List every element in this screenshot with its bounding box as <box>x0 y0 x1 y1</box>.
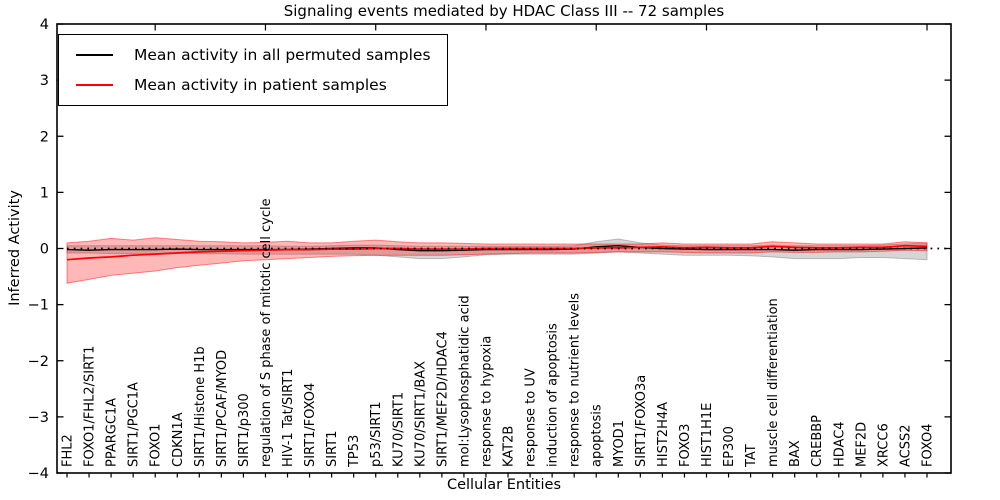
x-tick-label: FHL2 <box>61 434 76 467</box>
y-tick-label: 1 <box>40 185 49 201</box>
x-tick-label: apoptosis <box>590 404 605 467</box>
x-tick-label: CREBBP <box>810 415 825 467</box>
y-tick-label: −4 <box>28 466 49 482</box>
x-tick-label: CDKN1A <box>171 412 186 467</box>
legend-label-permuted: Mean activity in all permuted samples <box>134 46 431 64</box>
x-tick-label: FOXO1 <box>149 424 164 467</box>
x-tick-label: SIRT1/FOXO3a <box>634 375 649 467</box>
y-tick-label: −3 <box>28 410 49 426</box>
y-tick-label: −2 <box>28 354 49 370</box>
x-tick-label: HDAC4 <box>832 421 847 467</box>
x-tick-label: response to UV <box>524 368 539 467</box>
y-tick-label: −1 <box>28 298 49 314</box>
x-tick-label: FOXO4 <box>921 424 936 467</box>
x-tick-label: HIST2H4A <box>656 402 671 467</box>
legend-line-patient-icon <box>76 84 113 86</box>
x-tick-label: SIRT1/PGC1A <box>127 382 142 467</box>
x-tick-label: XRCC6 <box>876 423 891 467</box>
y-tick-label: 0 <box>40 242 49 258</box>
legend: Mean activity in all permuted samples Me… <box>58 34 448 106</box>
x-tick-label: MYOD1 <box>612 420 627 467</box>
x-tick-label: SIRT1/PCAF/MYOD <box>215 350 230 467</box>
x-tick-label: regulation of S phase of mitotic cell cy… <box>259 198 274 467</box>
x-tick-label: PPARGC1A <box>105 398 120 467</box>
x-tick-label: response to nutrient levels <box>568 293 583 467</box>
x-tick-label: SIRT1 <box>325 431 340 467</box>
series-permuted-line <box>66 244 928 252</box>
x-tick-label: SIRT1/FOXO4 <box>303 383 318 467</box>
legend-label-patient: Mean activity in patient samples <box>134 76 387 94</box>
x-tick-label: p53/SIRT1 <box>369 401 384 467</box>
x-tick-label: FOXO1/FHL2/SIRT1 <box>83 346 98 467</box>
x-tick-label: EP300 <box>722 426 737 467</box>
y-axis-title: Inferred Activity <box>7 190 23 306</box>
legend-row-patient: Mean activity in patient samples <box>59 70 431 100</box>
x-tick-label: BAX <box>788 440 803 467</box>
legend-row-permuted: Mean activity in all permuted samples <box>59 40 431 70</box>
x-tick-label: HIV-1 Tat/SIRT1 <box>281 369 296 467</box>
x-axis-title: Cellular Entities <box>446 477 562 493</box>
y-tick-label: 4 <box>40 17 49 33</box>
chart-title: Signaling events mediated by HDAC Class … <box>283 2 725 20</box>
x-tick-label: muscle cell differentiation <box>766 298 781 467</box>
x-tick-label: KAT2B <box>502 426 517 467</box>
x-tick-label: FOXO3 <box>678 424 693 467</box>
x-tick-label: SIRT1/Histone H1b <box>193 346 208 467</box>
x-tick-label: mol:Lysophosphatidic acid <box>457 295 472 467</box>
y-tick-label: 3 <box>40 73 49 89</box>
legend-line-permuted-icon <box>76 54 113 56</box>
x-tick-label: SIRT1/p300 <box>237 393 252 467</box>
x-tick-label: ACSS2 <box>898 424 913 467</box>
patient-band <box>66 237 928 284</box>
x-tick-label: response to hypoxia <box>479 336 494 467</box>
x-tick-label: TP53 <box>347 435 362 468</box>
x-tick-label: KU70/SIRT1 <box>391 392 406 467</box>
x-tick-label: TAT <box>744 444 759 468</box>
y-tick-label: 2 <box>40 129 49 145</box>
x-tick-label: SIRT1/MEF2D/HDAC4 <box>435 331 450 467</box>
x-tick-label: induction of apoptosis <box>546 323 561 467</box>
x-tick-label: HIST1H1E <box>700 403 715 467</box>
x-tick-label: MEF2D <box>854 422 869 467</box>
x-tick-label: KU70/SIRT1/BAX <box>413 361 428 467</box>
